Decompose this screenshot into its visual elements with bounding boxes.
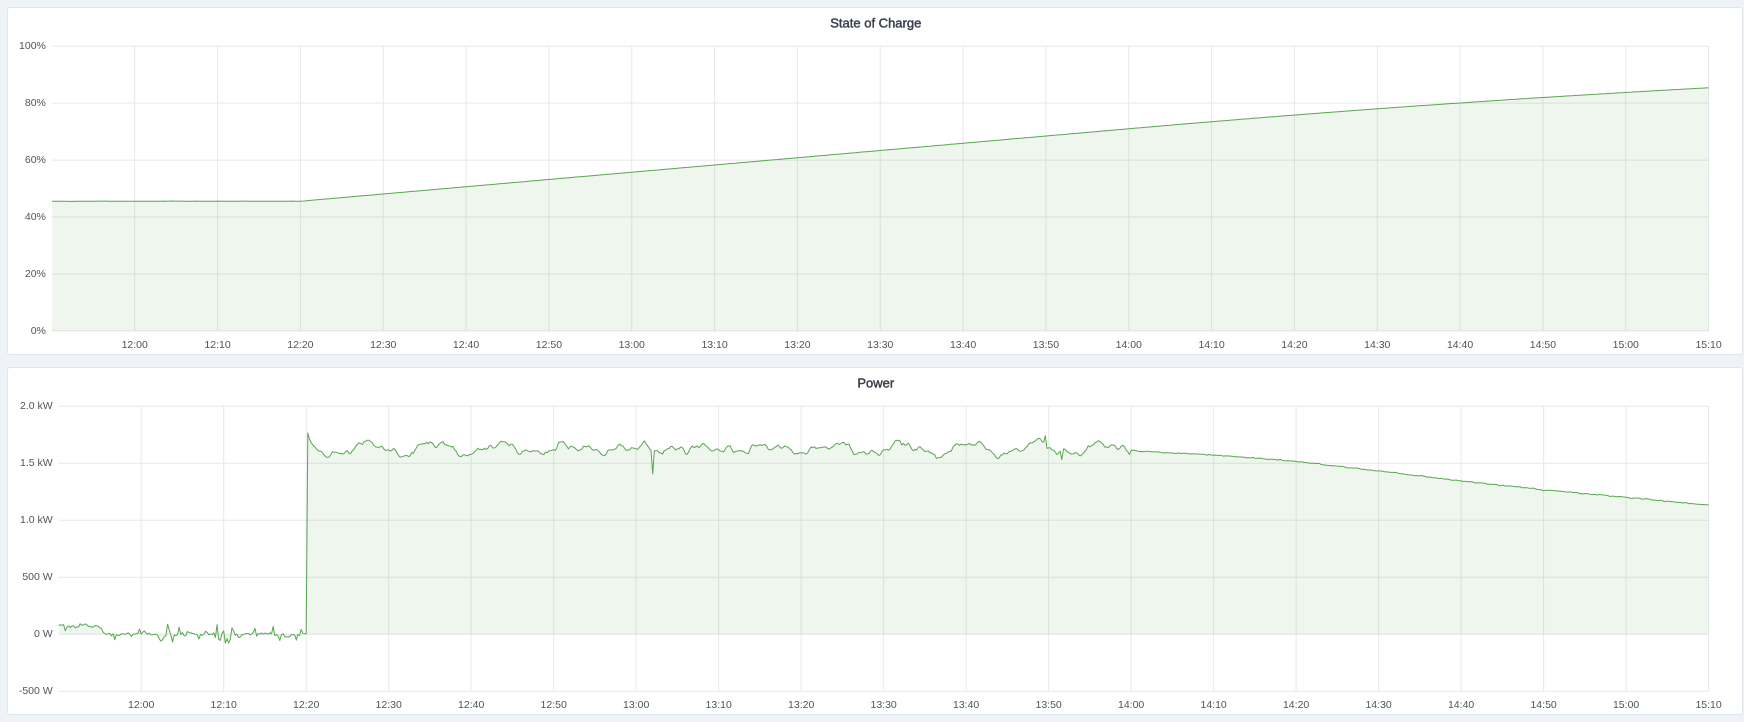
svg-text:14:00: 14:00 (1118, 699, 1144, 711)
svg-text:12:20: 12:20 (293, 699, 319, 711)
svg-text:14:50: 14:50 (1530, 699, 1556, 711)
svg-text:500 W: 500 W (22, 571, 52, 583)
svg-text:13:20: 13:20 (784, 339, 810, 351)
svg-text:12:10: 12:10 (211, 699, 237, 711)
svg-text:1.5 kW: 1.5 kW (20, 457, 53, 469)
svg-text:13:30: 13:30 (867, 339, 893, 351)
svg-text:14:50: 14:50 (1530, 339, 1556, 351)
svg-text:13:30: 13:30 (871, 699, 897, 711)
svg-text:100%: 100% (19, 40, 46, 52)
svg-text:Power: Power (857, 376, 895, 391)
svg-text:13:50: 13:50 (1035, 699, 1061, 711)
svg-text:-500 W: -500 W (19, 685, 53, 697)
svg-text:12:30: 12:30 (370, 339, 396, 351)
svg-text:20%: 20% (25, 268, 46, 280)
svg-text:14:20: 14:20 (1283, 699, 1309, 711)
svg-text:14:30: 14:30 (1365, 699, 1391, 711)
svg-text:14:10: 14:10 (1198, 339, 1224, 351)
svg-text:14:30: 14:30 (1364, 339, 1390, 351)
svg-text:15:10: 15:10 (1695, 339, 1721, 351)
svg-text:13:10: 13:10 (706, 699, 732, 711)
svg-text:State of Charge: State of Charge (830, 16, 921, 31)
svg-text:15:00: 15:00 (1613, 699, 1639, 711)
svg-text:13:10: 13:10 (701, 339, 727, 351)
svg-text:13:00: 13:00 (619, 339, 645, 351)
svg-text:12:00: 12:00 (128, 699, 154, 711)
svg-text:14:00: 14:00 (1116, 339, 1142, 351)
svg-text:13:40: 13:40 (953, 699, 979, 711)
svg-text:15:00: 15:00 (1613, 339, 1639, 351)
svg-text:13:00: 13:00 (623, 699, 649, 711)
svg-text:12:50: 12:50 (541, 699, 567, 711)
svg-text:12:30: 12:30 (376, 699, 402, 711)
svg-text:0 W: 0 W (34, 628, 53, 640)
svg-text:40%: 40% (25, 211, 46, 223)
svg-text:80%: 80% (25, 97, 46, 109)
svg-text:14:10: 14:10 (1200, 699, 1226, 711)
svg-text:13:20: 13:20 (788, 699, 814, 711)
svg-text:60%: 60% (25, 154, 46, 166)
svg-text:12:20: 12:20 (287, 339, 313, 351)
svg-text:14:20: 14:20 (1281, 339, 1307, 351)
svg-text:12:50: 12:50 (536, 339, 562, 351)
svg-text:15:10: 15:10 (1695, 699, 1721, 711)
svg-text:14:40: 14:40 (1448, 699, 1474, 711)
svg-text:13:40: 13:40 (950, 339, 976, 351)
svg-text:13:50: 13:50 (1033, 339, 1059, 351)
svg-text:12:00: 12:00 (122, 339, 148, 351)
svg-text:2.0 kW: 2.0 kW (20, 400, 53, 412)
svg-text:1.0 kW: 1.0 kW (20, 514, 53, 526)
svg-text:12:40: 12:40 (453, 339, 479, 351)
svg-text:12:10: 12:10 (204, 339, 230, 351)
svg-text:14:40: 14:40 (1447, 339, 1473, 351)
svg-text:0%: 0% (31, 325, 46, 337)
svg-text:12:40: 12:40 (458, 699, 484, 711)
